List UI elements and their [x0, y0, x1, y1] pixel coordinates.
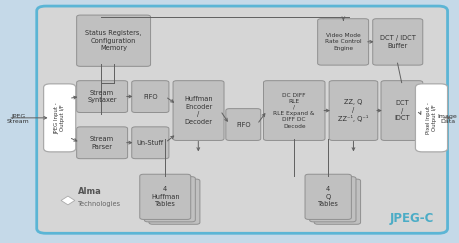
Text: JPEG Input -
Output I/F: JPEG Input - Output I/F [54, 102, 65, 134]
Text: Technologies: Technologies [78, 201, 121, 207]
FancyBboxPatch shape [140, 174, 190, 219]
Text: ZZ, Q
/
ZZ⁻¹, Q⁻¹: ZZ, Q / ZZ⁻¹, Q⁻¹ [337, 99, 368, 122]
FancyBboxPatch shape [173, 81, 224, 140]
Text: DCT / IDCT
Buffer: DCT / IDCT Buffer [379, 35, 415, 49]
FancyBboxPatch shape [37, 6, 447, 233]
FancyBboxPatch shape [225, 109, 260, 140]
FancyBboxPatch shape [372, 19, 422, 65]
Text: 4
Q
Tables: 4 Q Tables [317, 186, 338, 207]
Text: Huffman
Encoder
/
Decoder: Huffman Encoder / Decoder [184, 96, 213, 125]
FancyBboxPatch shape [304, 174, 351, 219]
Text: Alma: Alma [78, 187, 101, 197]
FancyBboxPatch shape [309, 177, 355, 222]
Text: FIFO: FIFO [235, 122, 250, 128]
Text: JPEG-C: JPEG-C [389, 212, 433, 225]
FancyBboxPatch shape [328, 81, 377, 140]
Text: DCT
/
IDCT: DCT / IDCT [393, 100, 409, 121]
FancyBboxPatch shape [149, 179, 200, 224]
Text: Image
Data: Image Data [437, 114, 456, 124]
FancyBboxPatch shape [317, 19, 368, 65]
Text: 4
Huffman
Tables: 4 Huffman Tables [151, 186, 179, 207]
FancyBboxPatch shape [77, 127, 127, 159]
FancyBboxPatch shape [131, 127, 168, 159]
Polygon shape [61, 196, 75, 205]
FancyBboxPatch shape [77, 81, 127, 113]
FancyBboxPatch shape [263, 81, 325, 140]
FancyBboxPatch shape [144, 177, 195, 222]
Text: DC DIFF
RLE
/
RLE Expand &
DIFF DC
Decode: DC DIFF RLE / RLE Expand & DIFF DC Decod… [273, 93, 314, 129]
FancyBboxPatch shape [131, 81, 168, 113]
Text: Pixel Input -
Output I/F: Pixel Input - Output I/F [425, 102, 436, 134]
Text: Un-Stuff: Un-Stuff [136, 140, 163, 146]
Text: Status Registers,
Configuration
Memory: Status Registers, Configuration Memory [85, 30, 141, 51]
FancyBboxPatch shape [380, 81, 422, 140]
FancyBboxPatch shape [414, 84, 447, 152]
FancyBboxPatch shape [44, 84, 76, 152]
Text: Stream
Parser: Stream Parser [90, 136, 114, 149]
Text: Video Mode
Rate Control
Engine: Video Mode Rate Control Engine [324, 33, 361, 51]
FancyBboxPatch shape [77, 15, 150, 66]
Text: FIFO: FIFO [143, 94, 157, 100]
FancyBboxPatch shape [313, 179, 360, 224]
Text: JPEG
Stream: JPEG Stream [7, 114, 30, 124]
Text: Stream
Syntaxer: Stream Syntaxer [87, 90, 117, 103]
